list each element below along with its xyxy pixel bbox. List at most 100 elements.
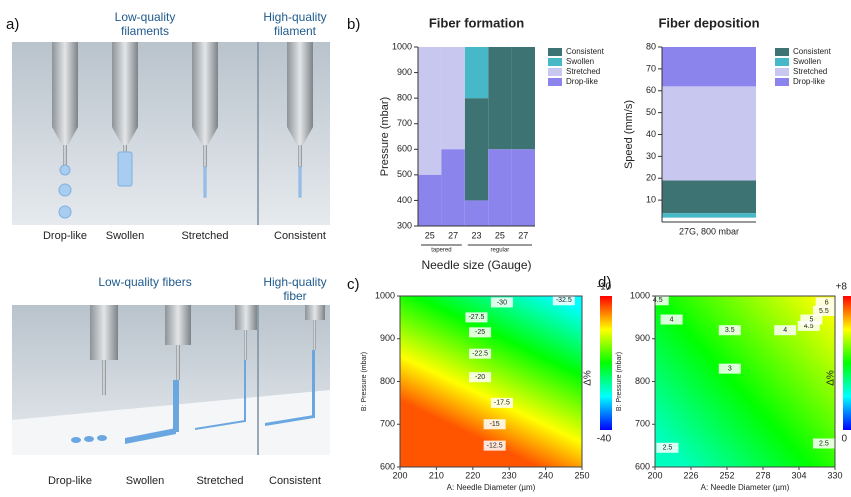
panel-label: b) <box>347 16 361 33</box>
y-axis-label: B: Pressure (mbar) <box>616 352 623 411</box>
y-tick-label: 1000 <box>392 41 412 51</box>
y-tick-label: 800 <box>635 376 650 386</box>
x-tick-label: 200 <box>392 470 407 480</box>
x-axis-label: Needle size (Gauge) <box>421 258 531 272</box>
x-tick-label: 210 <box>429 470 444 480</box>
y-tick-label: 50 <box>646 107 656 117</box>
y-tick-label: 500 <box>397 169 412 179</box>
x-tick-label: 220 <box>465 470 480 480</box>
x-tick-label: 304 <box>791 470 806 480</box>
contour-label-box <box>490 297 513 308</box>
panel-label: a) <box>6 16 20 33</box>
y-tick-label: 600 <box>635 461 650 471</box>
contour-label-box <box>815 297 838 308</box>
group-title: High-quality fiber <box>263 275 327 303</box>
state-label: Swollen <box>125 475 165 487</box>
y-tick-label: 700 <box>380 419 395 429</box>
x-tick-label: 330 <box>827 470 842 480</box>
y-tick-label: 600 <box>397 144 412 154</box>
bar-segment <box>464 98 489 201</box>
group-title: Low-quality filaments <box>114 10 176 38</box>
x-tick-label: 240 <box>538 470 553 480</box>
y-tick-label: 1000 <box>630 290 650 300</box>
y-axis-label: Pressure (mbar) <box>379 97 391 176</box>
y-tick-label: 400 <box>397 195 412 205</box>
chart-title: Fiber formation <box>429 15 524 30</box>
contour-label: 3 <box>728 366 732 373</box>
contour-label: 5.5 <box>819 308 829 315</box>
state-label: Stretched <box>181 230 229 242</box>
x-tick-label: 252 <box>719 470 734 480</box>
bar-segment <box>511 47 535 150</box>
legend-label: Stretched <box>566 67 600 76</box>
bar-segment <box>464 200 489 226</box>
y-tick-label: 10 <box>646 195 656 205</box>
x-tick-label: 25 <box>495 230 505 240</box>
y-tick-label: 900 <box>635 333 650 343</box>
contour-label-box <box>660 314 683 325</box>
y-tick-label: 600 <box>380 461 395 471</box>
legend-swatch <box>548 48 562 56</box>
contour-label-box <box>552 295 575 306</box>
state-label: Drop-like <box>47 475 92 487</box>
y-tick-label: 300 <box>397 220 412 230</box>
contour-label-box <box>465 312 488 323</box>
y-axis-label: B: Pressure (mbar) <box>361 352 368 411</box>
bar-segment <box>662 180 756 214</box>
y-tick-label: 80 <box>646 41 656 51</box>
contour-label-box <box>469 348 492 359</box>
contour-label: 4.5 <box>653 297 663 304</box>
contour-label-box <box>483 419 506 430</box>
contour-label: -30 <box>497 299 507 306</box>
contour-label-box <box>797 320 820 331</box>
contour-label-box <box>718 325 741 336</box>
legend-label: Stretched <box>793 67 827 76</box>
panel-label: c) <box>347 276 360 293</box>
x-tick-label: 200 <box>647 470 662 480</box>
group-title: Low-quality fibers <box>98 275 192 289</box>
colorbar-label: Δ% <box>826 370 837 386</box>
x-tick-label: 27 <box>448 230 458 240</box>
bar-segment <box>511 149 535 226</box>
contour-label-box <box>812 305 835 316</box>
bar-segment <box>418 174 442 226</box>
state-label: Swollen <box>105 230 145 242</box>
contour-label: 2.5 <box>663 445 673 452</box>
filament-illustration <box>12 42 330 225</box>
contour-label-box <box>774 325 797 336</box>
contour-label: 6 <box>825 299 829 306</box>
bar-segment <box>418 47 442 175</box>
x-axis-label: A: Needle Diameter (µm) <box>701 483 790 492</box>
bar-segment <box>662 213 756 218</box>
bar-segment <box>662 47 756 87</box>
y-tick-label: 20 <box>646 173 656 183</box>
y-tick-label: 30 <box>646 151 656 161</box>
state-label: Consistent <box>274 230 326 242</box>
legend-swatch <box>548 58 562 66</box>
contour-label-box <box>718 363 741 374</box>
contour-label: -27.5 <box>468 314 484 321</box>
contour-label: 4 <box>783 327 787 334</box>
x-tick-label: 226 <box>683 470 698 480</box>
state-label: Consistent <box>269 475 321 487</box>
contour-label: -25 <box>475 329 485 336</box>
y-tick-label: 40 <box>646 129 656 139</box>
legend-swatch <box>775 58 789 66</box>
contour-label: -32.5 <box>556 297 572 304</box>
bar-segment <box>441 149 465 226</box>
contour-label: 4.5 <box>804 323 814 330</box>
contour-label: -22.5 <box>472 351 488 358</box>
contour-label-box <box>646 295 669 306</box>
panel-label: d) <box>598 274 612 291</box>
chart-title: Fiber deposition <box>658 15 759 30</box>
legend-label: Swollen <box>793 57 821 66</box>
legend-swatch <box>775 68 789 76</box>
x-tick-label: 27G, 800 mbar <box>679 226 739 236</box>
x-tick-label: 23 <box>471 230 481 240</box>
y-tick-label: 900 <box>397 67 412 77</box>
bar-segment <box>662 86 756 181</box>
x-tick-label: 250 <box>574 470 589 480</box>
y-tick-label: 900 <box>380 333 395 343</box>
y-tick-label: 1000 <box>375 290 395 300</box>
